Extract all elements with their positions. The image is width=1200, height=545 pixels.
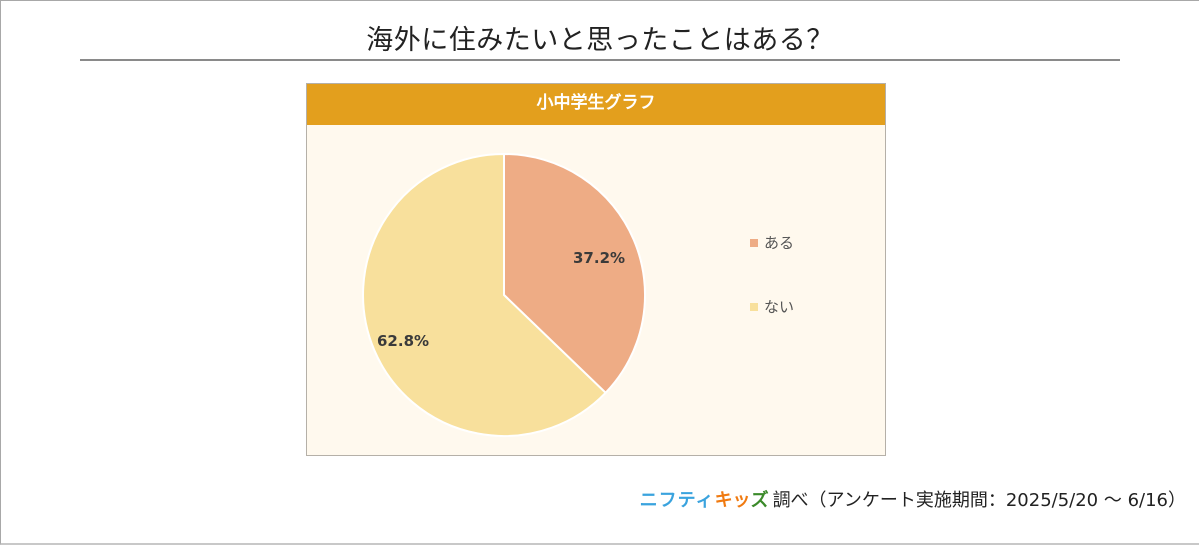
- page-title: 海外に住みたいと思ったことはある？: [366, 25, 834, 56]
- slice-label-aru: 37.2%: [573, 249, 626, 267]
- legend-swatch-aru: [750, 238, 758, 247]
- legend-label-aru: ある: [764, 234, 795, 252]
- source-text: 調べ（アンケート実施期間：2025/5/20 ～ 6/16）: [772, 490, 1186, 511]
- brand-logo-kids-part: キッ: [714, 490, 751, 511]
- brand-logo-kids: キッズ: [715, 486, 769, 512]
- brand-logo-nifty: ニフティ: [639, 490, 715, 511]
- panel-title: 小中学生グラフ: [307, 84, 885, 125]
- title-divider: [80, 59, 1120, 61]
- chart-panel: 小中学生グラフ 37.2% 62.8% ある ない: [306, 83, 886, 456]
- legend-label-nai: ない: [764, 298, 795, 316]
- pie-slice-aru: [503, 152, 647, 395]
- brand-logo-kids-z: ズ: [750, 490, 769, 511]
- legend-swatch-nai: [750, 302, 758, 311]
- slice-label-nai: 62.8%: [377, 332, 430, 350]
- source-note: ニフティ キッズ 調べ（アンケート実施期間：2025/5/20 ～ 6/16）: [640, 486, 1186, 512]
- pie-slice-nai: [362, 152, 608, 437]
- pie-chart: [362, 152, 647, 437]
- legend-item-aru: ある: [750, 232, 794, 253]
- legend-item-nai: ない: [750, 296, 794, 317]
